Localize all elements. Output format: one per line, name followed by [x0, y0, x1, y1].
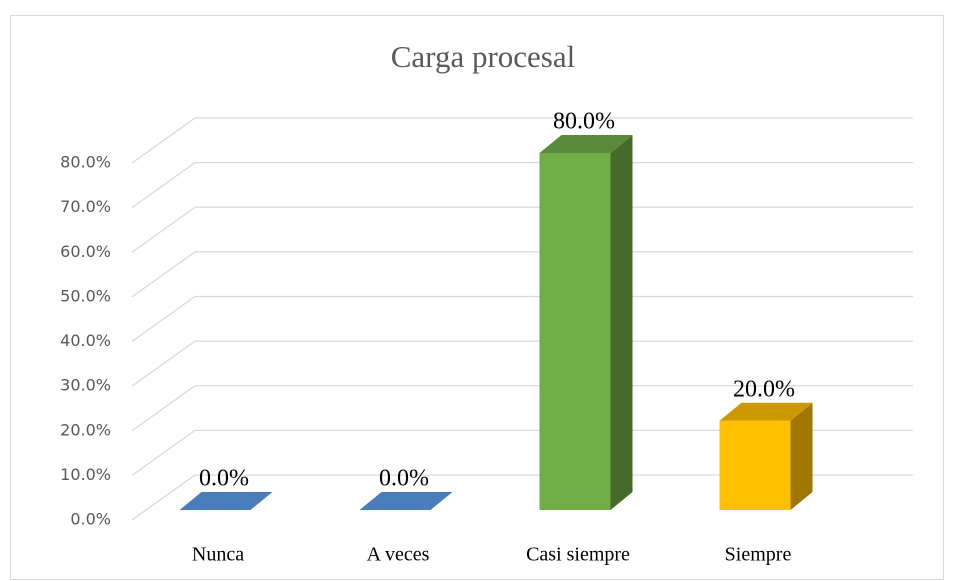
data-label: 0.0% — [199, 466, 249, 492]
grid-line — [131, 161, 913, 209]
grid-line — [131, 385, 913, 432]
grid-line — [131, 251, 913, 298]
bar-front — [539, 153, 611, 510]
bar-top — [539, 135, 633, 153]
y-tick-label: 60.0% — [60, 242, 111, 261]
data-label: 80.0% — [553, 109, 615, 135]
grid-line — [131, 429, 913, 476]
bar-top — [179, 492, 273, 510]
bar — [359, 492, 453, 510]
bar-front — [719, 420, 791, 510]
x-tick-label: A veces — [367, 544, 430, 566]
bar — [179, 492, 273, 510]
bar-top — [359, 492, 453, 510]
data-label: 20.0% — [733, 376, 795, 402]
bar-top — [719, 402, 813, 421]
chart-title: Carga procesal — [391, 39, 576, 74]
bar — [719, 402, 813, 510]
y-tick-label: 0.0% — [70, 510, 111, 529]
x-tick-label: Casi siempre — [526, 544, 630, 566]
x-tick-label: Nunca — [192, 544, 244, 566]
grid-line — [131, 117, 913, 164]
y-tick-label: 70.0% — [60, 197, 111, 216]
grid-line — [131, 340, 913, 387]
bar-side — [790, 402, 813, 510]
y-tick-label: 50.0% — [60, 286, 111, 305]
bar-side — [610, 135, 633, 510]
x-tick-label: Siempre — [725, 544, 792, 566]
grid-line — [131, 206, 913, 253]
y-tick-label: 80.0% — [60, 153, 111, 172]
bar — [539, 135, 633, 510]
y-tick-label: 10.0% — [60, 465, 111, 484]
y-tick-label: 40.0% — [60, 331, 111, 350]
grid-line — [131, 474, 913, 521]
y-tick-label: 30.0% — [60, 376, 111, 395]
y-tick-label: 20.0% — [60, 420, 111, 439]
data-label: 0.0% — [379, 466, 429, 492]
grid-line — [131, 295, 913, 343]
